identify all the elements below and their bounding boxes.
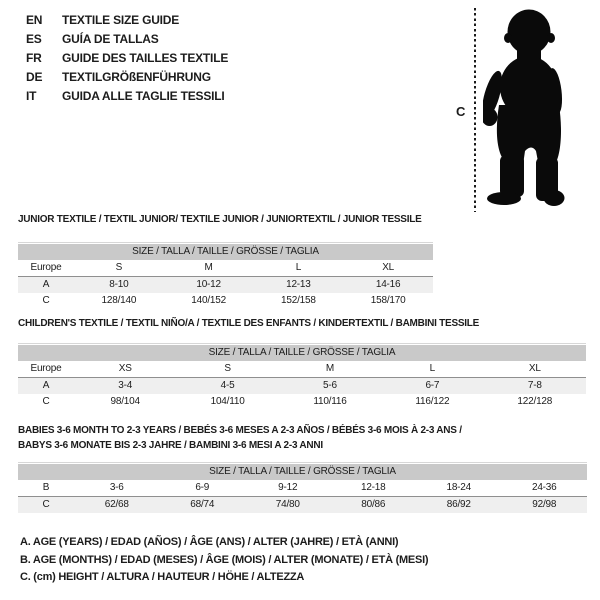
size-bar-row: SIZE / TALLA / TAILLE / GRÖSSE / TAGLIA [18,464,587,480]
lang-code: ES [26,32,42,46]
value-cell: 62/68 [74,496,160,513]
size-header-cell: SIZE / TALLA / TAILLE / GRÖSSE / TAGLIA [18,464,587,480]
column-header-cell: Europe [18,361,74,378]
value-cell: 128/140 [101,295,137,306]
lang-code: DE [26,70,43,84]
column-header-cell: Europe [18,260,74,277]
value-cell: 152/158 [281,295,316,306]
value-cell: 80/86 [330,496,416,513]
lang-title: TEXTILGRÖßENFÜHRUNG [62,70,211,84]
lang-row-de: DE TEXTILGRÖßENFÜHRUNG [26,68,228,87]
value-cell: 6-7 [381,377,484,394]
section-junior: JUNIOR TEXTILE / TEXTIL JUNIOR/ TEXTILE … [18,214,433,309]
value-cell: 104/110 [210,396,245,407]
value-cell: 110/116 [313,396,347,407]
babies-section-title-line2: BABYS 3-6 MONATE BIS 2-3 JAHRE / BAMBINI… [18,440,323,451]
value-cell: 12-18 [330,480,416,497]
row-label-cell: C [42,396,50,407]
column-header-cell: M [278,361,382,378]
lang-title: TEXTILE SIZE GUIDE [62,13,180,27]
table-row-c: C 98/104 104/110 110/116 116/122 122/128 [18,394,586,410]
junior-size-table: SIZE / TALLA / TAILLE / GRÖSSE / TAGLIA … [18,244,433,309]
value-cell: 92/98 [501,496,587,513]
column-header-cell: L [253,260,344,277]
value-cell: 122/128 [517,396,553,407]
row-label-cell: A [18,276,74,293]
junior-section-title: JUNIOR TEXTILE / TEXTIL JUNIOR/ TEXTILE … [18,214,422,225]
row-label-cell: B [18,480,74,497]
size-bar-row: SIZE / TALLA / TAILLE / GRÖSSE / TAGLIA [18,244,433,260]
value-cell: 7-8 [483,377,586,394]
table-row-c: C 62/68 68/74 74/80 80/86 86/92 92/98 [18,496,587,513]
lang-code: EN [26,13,43,27]
value-cell: 24-36 [501,480,587,497]
column-header-row: Europe S M L XL [18,260,433,277]
value-cell: 8-10 [74,276,164,293]
row-label-cell: C [42,295,50,306]
value-cell: 3-6 [74,480,160,497]
children-size-table: SIZE / TALLA / TAILLE / GRÖSSE / TAGLIA … [18,345,586,410]
table-row-b: B 3-6 6-9 9-12 12-18 18-24 24-36 [18,480,587,497]
row-label-cell: C [18,496,74,513]
value-cell: 18-24 [416,480,502,497]
divider [18,343,586,344]
lang-code: FR [26,51,42,65]
lang-row-it: IT GUIDA ALLE TAGLIE TESSILI [26,87,228,106]
column-header-cell: L [381,361,484,378]
lang-title: GUIDE DES TAILLES TEXTILE [62,51,229,65]
baby-silhouette-icon [483,9,565,206]
value-cell: 6-9 [159,480,245,497]
section-babies: BABIES 3-6 MONTH TO 2-3 YEARS / BEBÉS 3-… [18,423,587,513]
column-header-cell: XL [483,361,586,378]
lang-title: GUÍA DE TALLAS [62,32,159,46]
lang-row-es: ES GUÍA DE TALLAS [26,30,228,49]
value-cell: 9-12 [245,480,331,497]
value-cell: 5-6 [278,377,382,394]
table-row-c: C 128/140 140/152 152/158 158/170 [18,293,433,309]
value-cell: 158/170 [370,295,406,306]
lang-title: GUIDA ALLE TAGLIE TESSILI [62,89,225,103]
value-cell: 74/80 [245,496,331,513]
value-cell: 116/122 [415,396,450,407]
babies-size-table: SIZE / TALLA / TAILLE / GRÖSSE / TAGLIA … [18,464,587,513]
size-bar-row: SIZE / TALLA / TAILLE / GRÖSSE / TAGLIA [18,345,586,361]
value-cell: 140/152 [191,295,226,306]
legend-line-a: A. AGE (YEARS) / EDAD (AÑOS) / ÂGE (ANS)… [20,536,399,548]
table-row-a: A 3-4 4-5 5-6 6-7 7-8 [18,377,586,394]
height-dotted-line [474,8,476,212]
lang-row-fr: FR GUIDE DES TAILLES TEXTILE [26,49,228,68]
legend-line-c: C. (cm) HEIGHT / ALTURA / HAUTEUR / HÖHE… [20,571,305,583]
children-section-title: CHILDREN'S TEXTILE / TEXTIL NIÑO/A / TEX… [18,318,480,329]
value-cell: 86/92 [416,496,502,513]
value-cell: 12-13 [253,276,344,293]
value-cell: 3-4 [74,377,177,394]
section-children: CHILDREN'S TEXTILE / TEXTIL NIÑO/A / TEX… [18,318,586,410]
lang-code: IT [26,89,37,103]
value-cell: 68/74 [159,496,245,513]
language-title-list: EN TEXTILE SIZE GUIDE ES GUÍA DE TALLAS … [26,11,228,106]
column-header-row: Europe XS S M L XL [18,361,586,378]
value-cell: 4-5 [176,377,279,394]
column-header-cell: S [74,260,164,277]
value-cell: 10-12 [163,276,254,293]
divider [18,462,587,463]
lang-row-en: EN TEXTILE SIZE GUIDE [26,11,228,30]
value-cell: 14-16 [343,276,433,293]
table-row-a: A 8-10 10-12 12-13 14-16 [18,276,433,293]
value-cell: 98/104 [110,396,141,407]
row-label-cell: A [18,377,74,394]
babies-section-title-line1: BABIES 3-6 MONTH TO 2-3 YEARS / BEBÉS 3-… [18,425,462,436]
column-header-cell: S [176,361,279,378]
measurement-legend: A. AGE (YEARS) / EDAD (AÑOS) / ÂGE (ANS)… [20,534,429,587]
size-header-cell: SIZE / TALLA / TAILLE / GRÖSSE / TAGLIA [18,244,433,260]
divider [18,242,433,243]
legend-line-b: B. AGE (MONTHS) / EDAD (MESES) / ÂGE (MO… [20,553,429,566]
column-header-cell: XL [343,260,433,277]
height-label-c: C [456,104,466,119]
size-header-cell: SIZE / TALLA / TAILLE / GRÖSSE / TAGLIA [18,345,586,361]
column-header-cell: XS [74,361,177,378]
column-header-cell: M [163,260,254,277]
